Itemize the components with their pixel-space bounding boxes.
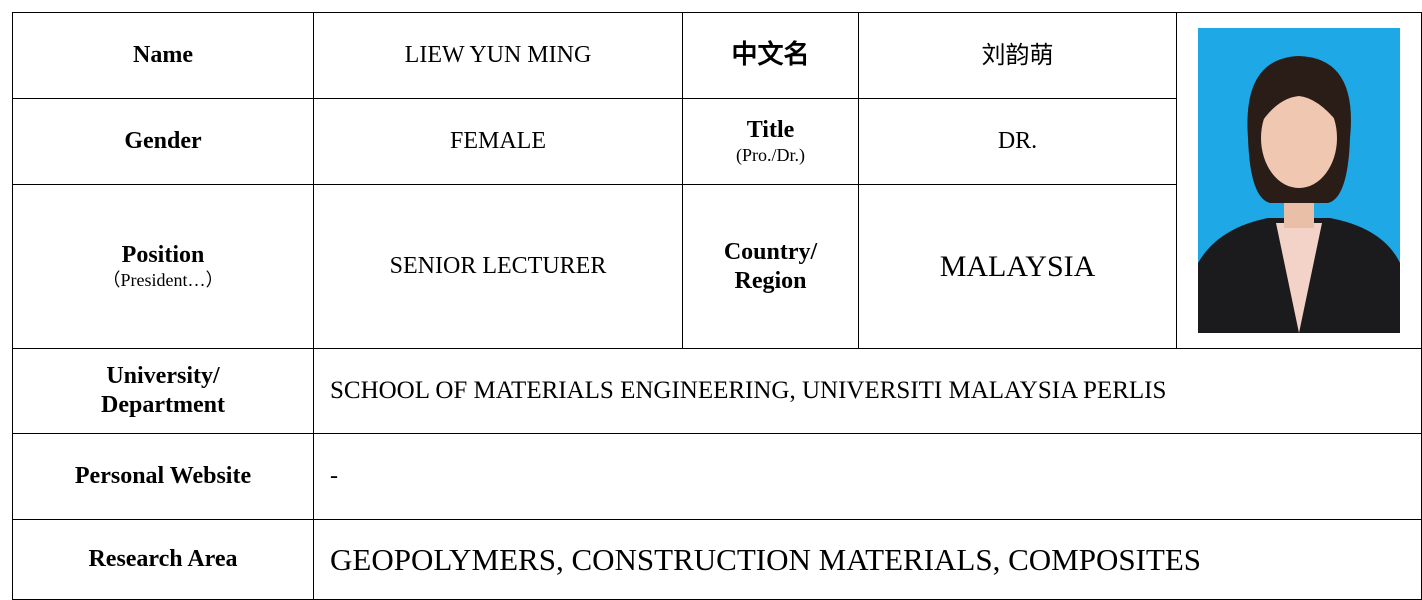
value: GEOPOLYMERS, CONSTRUCTION MATERIALS, COM… — [313, 519, 1422, 600]
value: FEMALE — [313, 98, 683, 185]
photo-cell — [1176, 12, 1422, 349]
label: 中文名 — [682, 12, 859, 99]
label-note: (Pro./Dr.) — [736, 145, 805, 166]
row: University/Department SCHOOL OF MATERIAL… — [12, 348, 1422, 434]
label: University/Department — [12, 348, 314, 434]
label-line: Region — [734, 267, 807, 294]
label: Gender — [12, 98, 314, 185]
label-note: （President…） — [102, 270, 224, 291]
label: Position （President…） — [12, 184, 314, 349]
row: Research Area GEOPOLYMERS, CONSTRUCTION … — [12, 519, 1422, 600]
value: 刘韵萌 — [858, 12, 1177, 99]
label-line: University/ — [106, 363, 220, 390]
label: Country/Region — [682, 184, 859, 349]
label: Title (Pro./Dr.) — [682, 98, 859, 185]
row: Gender FEMALE Title (Pro./Dr.) DR. — [12, 98, 1422, 185]
value: DR. — [858, 98, 1177, 185]
value: LIEW YUN MING — [313, 12, 683, 99]
row: Name LIEW YUN MING 中文名 刘韵萌 — [12, 12, 1422, 349]
label-line: Department — [101, 392, 225, 418]
label: Research Area — [12, 519, 314, 600]
label-text: Title — [746, 117, 795, 144]
value: SENIOR LECTURER — [313, 184, 683, 349]
photo — [1198, 28, 1400, 333]
label: Name — [12, 12, 314, 99]
value: - — [313, 433, 1422, 520]
label-text: Position — [121, 242, 205, 269]
row: Personal Website - — [12, 433, 1422, 520]
label-line: Country/ — [723, 238, 818, 265]
row: Position （President…） SENIOR LECTURER Cou… — [12, 184, 1422, 349]
label: Personal Website — [12, 433, 314, 520]
value: MALAYSIA — [858, 184, 1177, 349]
profile-table: Name LIEW YUN MING 中文名 刘韵萌 Gender FEMALE… — [12, 12, 1422, 600]
value: SCHOOL OF MATERIALS ENGINEERING, UNIVERS… — [313, 348, 1422, 434]
